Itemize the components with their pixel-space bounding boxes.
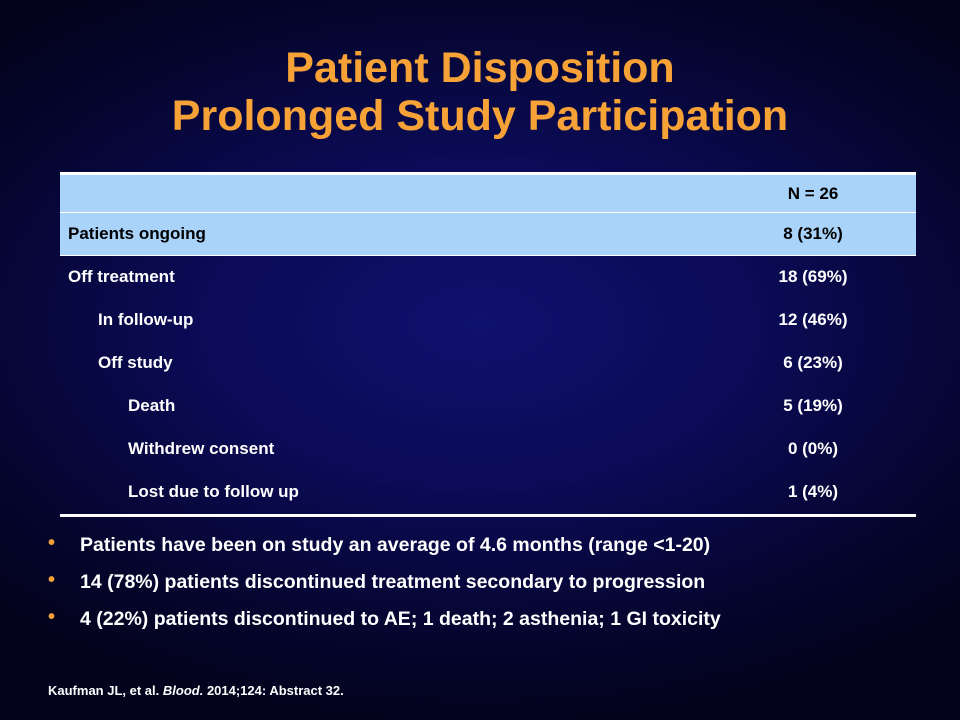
table-row: Off treatment 18 (69%) [60,256,916,299]
row-label: Lost due to follow up [128,482,299,501]
bullet-item: • Patients have been on study an average… [48,532,928,571]
row-value: 12 (46%) [778,310,848,329]
row-label: Patients ongoing [68,224,206,243]
bullet-item: • 14 (78%) patients discontinued treatme… [48,569,928,608]
row-value: 1 (4%) [787,482,839,501]
row-label: Off treatment [68,267,175,286]
row-label: Death [128,396,176,415]
bullet-text: 14 (78%) patients discontinued treatment… [80,571,706,593]
bullet-item: • 4 (22%) patients discontinued to AE; 1… [48,606,928,645]
bullet-dot-icon: • [48,569,56,591]
citation-details: 2014;124: Abstract 32. [206,683,344,698]
slide-title: Patient Disposition Prolonged Study Part… [0,44,960,140]
table-row: Lost due to follow up 1 (4%) [60,471,916,517]
row-value: 0 (0%) [787,439,839,458]
citation-authors: Kaufman JL, et al. [48,683,160,698]
row-value: 6 (23%) [783,353,843,372]
row-value: 5 (19%) [783,396,843,415]
citation-journal: Blood. [162,683,204,698]
header-value: N = 26 [787,184,839,203]
bullet-dot-icon: • [48,532,56,554]
disposition-table: N = 26 Patients ongoing 8 (31%) Off trea… [60,172,916,517]
bullet-dot-icon: • [48,606,56,628]
row-label: Off study [98,353,173,372]
table-row: Off study 6 (23%) [60,342,916,385]
title-line-1: Patient Disposition [285,44,675,92]
table-row: In follow-up 12 (46%) [60,299,916,342]
row-label: Withdrew consent [128,439,275,458]
bullet-text: 4 (22%) patients discontinued to AE; 1 d… [80,608,721,630]
row-value: 18 (69%) [778,267,848,286]
table-row: Patients ongoing 8 (31%) [60,212,916,256]
citation: Kaufman JL, et al. Blood. 2014;124: Abst… [48,683,344,698]
row-value: 8 (31%) [783,224,843,243]
table-header-row: N = 26 [60,172,916,212]
row-label: In follow-up [98,310,194,329]
table-row: Death 5 (19%) [60,385,916,428]
table-row: Withdrew consent 0 (0%) [60,428,916,471]
bullet-text: Patients have been on study an average o… [80,534,711,556]
title-line-2: Prolonged Study Participation [171,92,789,140]
bullet-list: • Patients have been on study an average… [48,532,928,645]
